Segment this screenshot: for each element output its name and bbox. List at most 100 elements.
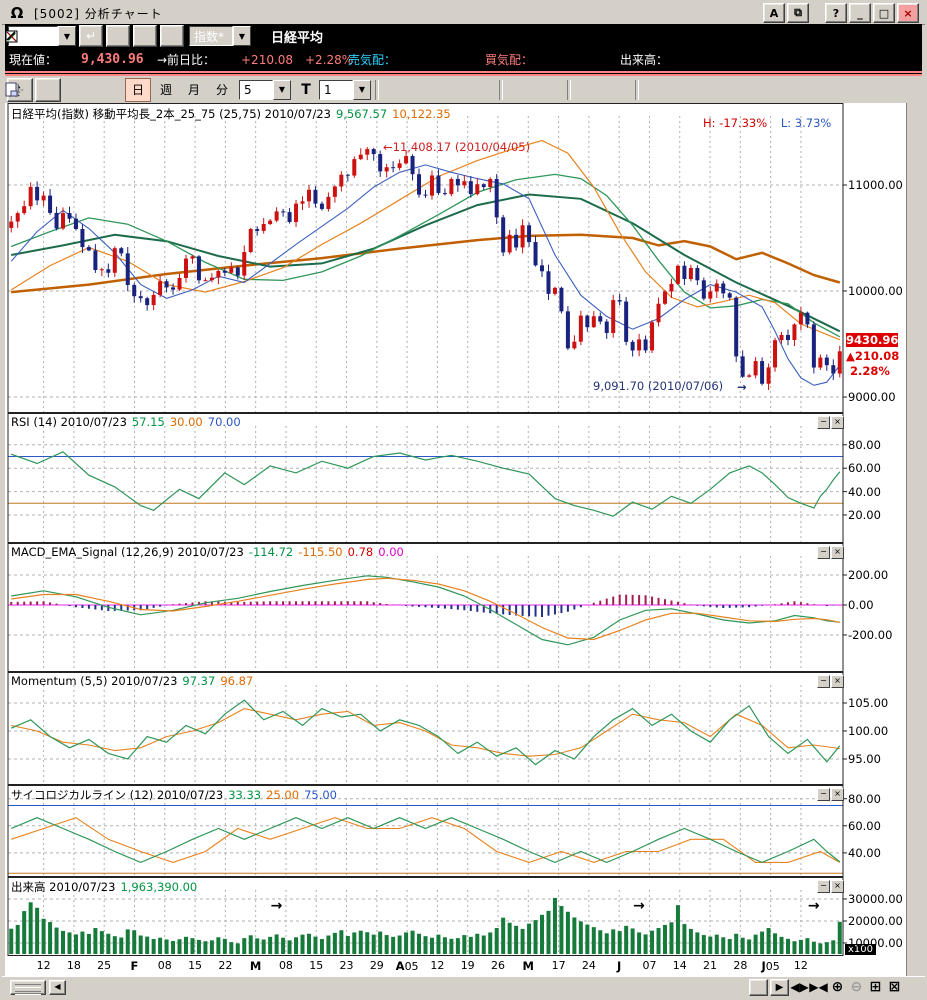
candle [585,315,590,328]
indicator-redblue-chart-icon[interactable] [6,78,439,102]
font-button[interactable]: A [763,3,785,23]
zoom-cursor-icon[interactable] [7,77,61,102]
candle [248,228,253,252]
series-line [10,817,841,864]
candle [643,339,648,351]
interval-select[interactable]: 5 ▼ [239,79,291,100]
candle [93,250,98,271]
x-axis-label: 29 [369,959,384,972]
panel-minimize-button[interactable]: − [817,880,830,893]
zoom-out-icon[interactable]: ⊖ [850,978,863,995]
updown-arrows-icon[interactable] [6,78,495,102]
chevron-down-icon[interactable]: ▼ [58,26,76,46]
momentum-panel-controls: − × [817,675,844,688]
text-tool-button[interactable]: T [301,81,311,98]
candle [313,189,318,204]
axis-label: 40.00 [848,845,881,860]
volume-bar [604,933,609,954]
candle [578,315,583,342]
eraser-icon[interactable] [6,78,603,102]
save-disk-icon[interactable] [5,78,671,102]
series-line [11,193,841,333]
panel-minimize-button[interactable]: − [817,788,830,801]
candle [294,203,299,222]
category-select[interactable]: 指数* ▼ [189,26,251,46]
volume-panel-chart[interactable]: → → → [0,877,906,956]
chevron-down-icon[interactable]: ▼ [353,79,371,100]
candle [397,163,402,168]
panel-close-button[interactable]: × [831,546,844,559]
panel-close-button[interactable]: × [831,880,844,893]
panel-minimize-button[interactable]: − [817,416,830,429]
panel-minimize-button[interactable]: − [817,546,830,559]
chevron-down-icon[interactable]: ▼ [233,26,251,46]
candle [637,339,642,351]
scroll-page-button[interactable] [749,979,768,996]
minimize-button[interactable]: _ [849,3,871,23]
zoom-in-icon[interactable]: ⊕ [831,978,844,995]
settings-tool-icon[interactable] [7,78,563,102]
panel-close-button[interactable]: × [831,675,844,688]
current-price-tag: 9430.96 [846,333,899,347]
volume-bar [106,933,111,954]
volume-bar [352,932,357,954]
maximize-button[interactable]: □ [873,3,895,23]
compress-bars-icon[interactable]: ▶◀ [809,979,828,994]
ask-label: 売気配： [348,53,397,67]
help-button[interactable]: ? [825,3,847,23]
period-day-button[interactable]: 日 [125,77,151,102]
grid-window-icon[interactable]: ⊞ [869,978,882,995]
macd-panel-chart[interactable] [0,543,906,672]
volume-bar [326,935,331,954]
candle [779,334,784,341]
period-minute-button[interactable]: 分 [215,83,228,97]
x-axis-label: 28 [733,959,748,972]
volume-bar [669,922,674,954]
horizontal-scrollbar[interactable]: ◀ ▶ ◀▶ ▶◀ ⊕ ⊖ ⊞ ⊠ [2,976,925,998]
title-bar[interactable]: Ω [5002] 分析チャート A ⧉ ? _ □ × [2,2,925,25]
scroll-right-button[interactable]: ▶ [770,979,789,996]
close-panel-icon[interactable]: ⊠ [888,978,901,995]
volume-bar [86,933,91,954]
candle [675,265,680,284]
symbol-code-input[interactable]: 0101 ▼ [8,26,76,46]
axis-label: 105.00 [848,696,889,710]
scrollbar-thumb[interactable] [10,980,46,995]
volume-bar [811,941,816,954]
period-month-button[interactable]: 月 [187,83,200,97]
panel-minimize-button[interactable]: − [817,675,830,688]
trendline-icon[interactable] [5,78,411,102]
page-export-icon[interactable] [5,78,699,102]
chevron-down-icon[interactable]: ▼ [273,79,291,100]
grid-layout-icon[interactable] [5,78,535,102]
edit-icon[interactable] [5,25,157,47]
page-import-icon[interactable] [5,78,727,102]
close-button[interactable]: × [897,3,919,23]
panel-close-button[interactable]: × [831,416,844,429]
period-week-button[interactable]: 週 [159,83,172,97]
main-price-chart[interactable] [0,103,906,413]
indicator-blue-chart-icon[interactable] [6,78,467,102]
candle [591,316,596,328]
momentum-panel-chart[interactable] [0,672,906,785]
clear-draw-icon[interactable] [6,25,184,47]
panel-close-button[interactable]: × [831,788,844,801]
current-price-label: 現在値： [9,53,58,67]
bars-select[interactable]: 1 ▼ [319,79,371,100]
delete-x-icon[interactable] [5,78,631,102]
candle [35,186,40,201]
psychological-panel-chart[interactable] [0,785,906,877]
volume-bar [9,928,14,954]
rsi-panel-chart[interactable] [0,413,906,543]
copy-window-icon[interactable]: ⧉ [787,3,809,23]
volume-bar [675,905,680,954]
axis-label: 10000.00 [848,284,903,298]
expand-bars-icon[interactable]: ◀▶ [790,979,809,994]
candle [494,178,499,218]
page-restore-icon[interactable] [5,78,117,102]
trough-annotation: 9,091.70 (2010/07/06) [593,379,724,393]
enter-button[interactable]: ↵ [79,25,103,47]
search-icon[interactable] [6,25,130,47]
scroll-left-button[interactable]: ◀ [49,980,66,995]
page-save-icon[interactable] [5,78,89,102]
